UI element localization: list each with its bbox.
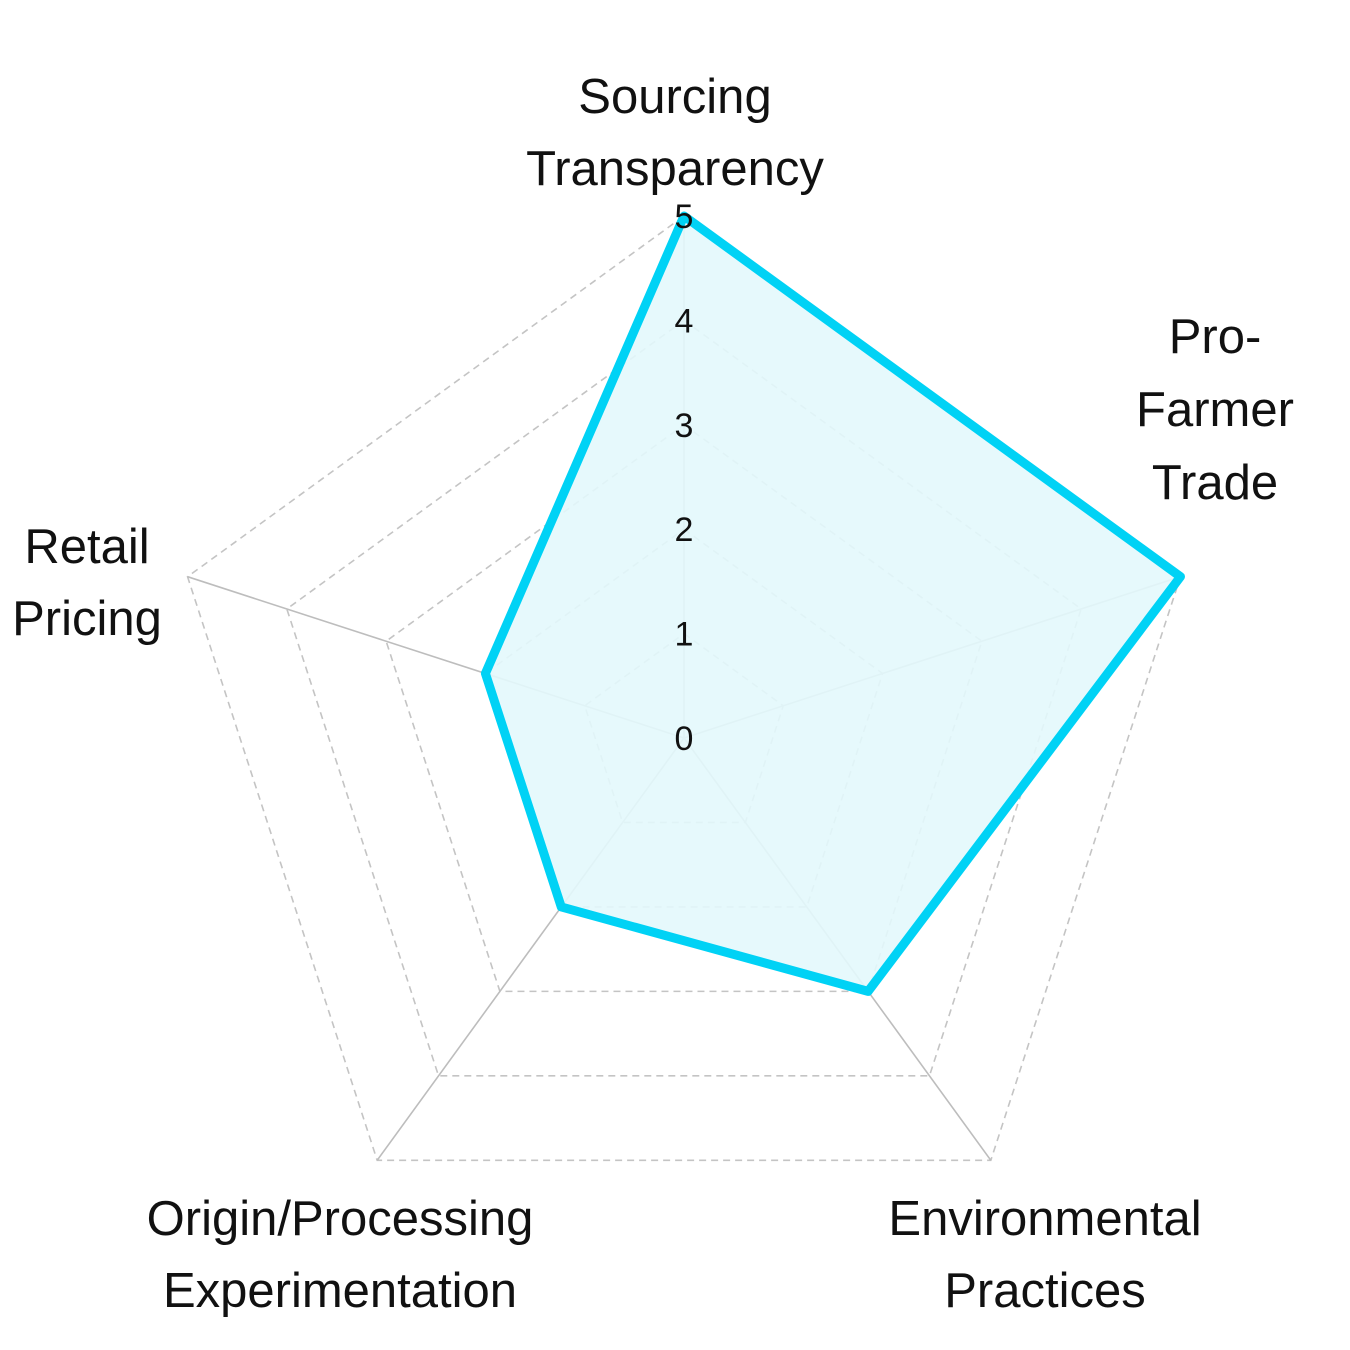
radial-tick-labels: 0 1 2 3 4 5 (675, 198, 694, 758)
axis-label-pro-farmer-trade: Pro-Farmer Trade (1136, 310, 1294, 510)
axis-label-environmental-practices: Environmental Practices (888, 1192, 1201, 1318)
axis-labels: Sourcing Transparency Pro-Farmer Trade Envir… (12, 70, 1294, 1318)
tick-label: 2 (675, 511, 694, 549)
tick-label: 4 (675, 302, 694, 340)
tick-label: 5 (675, 198, 694, 236)
axis-label-sourcing-transparency: Sourcing Transparency (526, 70, 824, 196)
axis-label-origin-processing-experimentation: Origin/Processing Experimentation (147, 1192, 534, 1318)
axis-label-retail-pricing: Retail Pricing (12, 520, 162, 646)
tick-label: 1 (675, 616, 694, 654)
tick-label: 3 (675, 407, 694, 445)
series-polygon (480, 211, 1185, 996)
tick-label: 0 (675, 720, 694, 758)
grid-ring-5 (186, 215, 1182, 1162)
radar-series (480, 211, 1185, 996)
